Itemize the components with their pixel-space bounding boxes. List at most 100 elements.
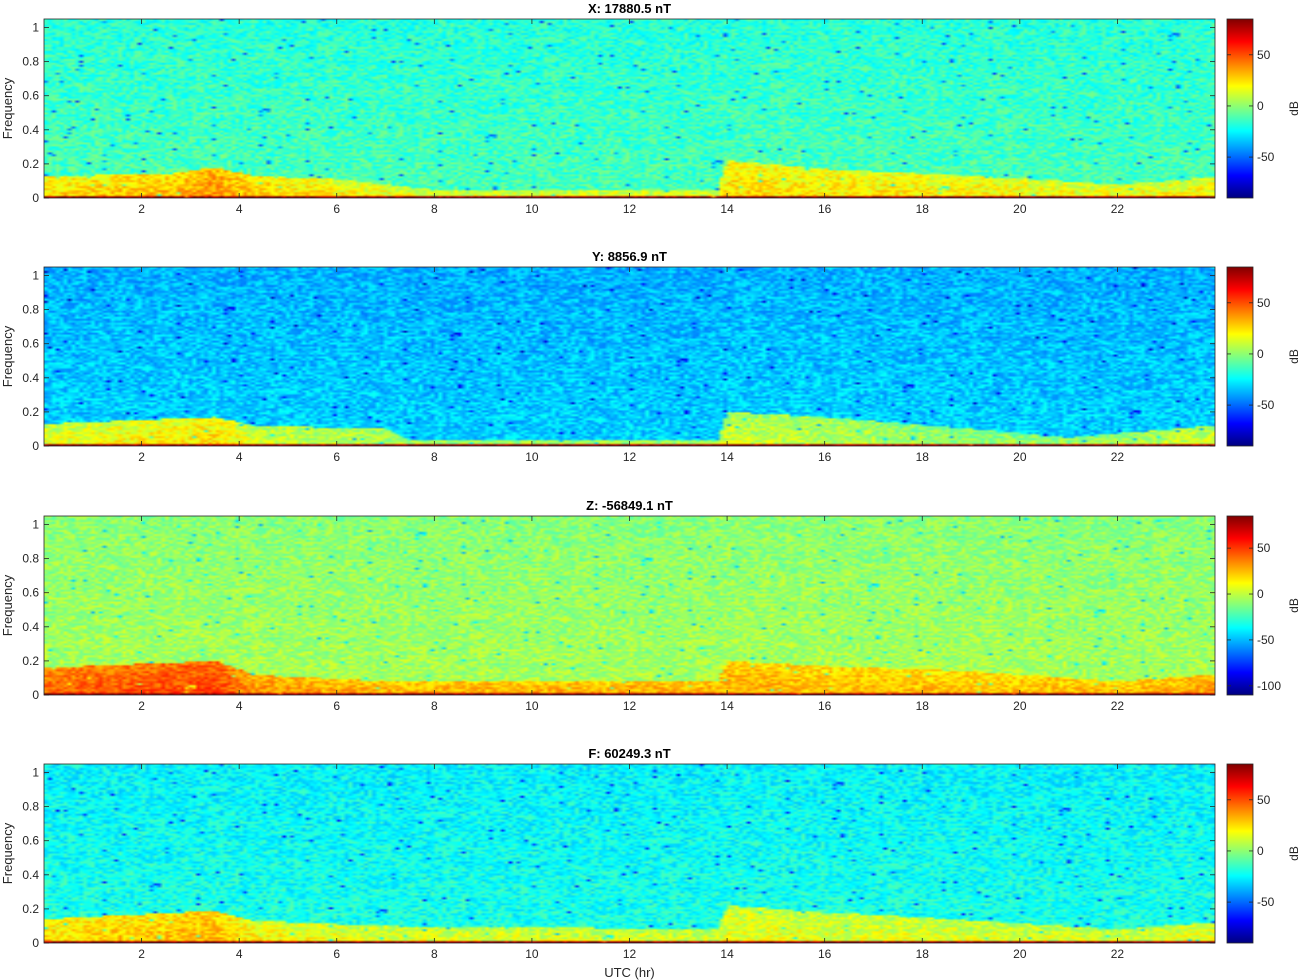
x-tick-label: 8 [431,202,438,216]
y-tick-label: 0.8 [22,800,39,814]
x-tick-label: 20 [1013,450,1027,464]
y-tick-label: 0.8 [22,303,39,317]
x-tick-label: 14 [720,450,734,464]
colorbar-tick-label: 0 [1257,844,1264,858]
x-tick-label: 10 [525,450,539,464]
y-tick-label: 0.6 [22,834,39,848]
x-tick-label: 22 [1111,450,1125,464]
x-tick-label: 12 [623,202,637,216]
colorbar-tick-label: -50 [1257,150,1275,164]
y-tick-label: 0 [32,936,39,950]
x-tick-label: 20 [1013,202,1027,216]
x-axis-label: UTC (hr) [604,965,655,980]
x-tick-label: 16 [818,699,832,713]
spectrogram-panel-2: 2 4 6 8 10 12 14 16 18 20 22 0 0.2 0.4 0.6 0.8 1 Z: -5684… [0,498,1301,713]
y-tick-label: 0.2 [22,654,39,668]
colorbar [1226,515,1254,696]
y-axis-label: Frequency [0,77,15,139]
colorbar [1226,18,1254,199]
colorbar-label: dB [1287,846,1301,861]
colorbar-tick-label: 0 [1257,99,1264,113]
colorbar-tick-label: 50 [1257,541,1271,555]
y-tick-label: 0.6 [22,586,39,600]
x-tick-label: 20 [1013,699,1027,713]
x-tick-label: 6 [333,450,340,464]
y-tick-label: 1 [32,269,39,283]
x-tick-label: 18 [916,699,930,713]
x-tick-label: 12 [623,947,637,961]
colorbar-label: dB [1287,349,1301,364]
x-tick-label: 12 [623,699,637,713]
x-tick-label: 2 [138,202,145,216]
colorbar [1226,266,1254,447]
panel-title: X: 17880.5 nT [588,1,671,16]
spectrogram-panel-3: 2 4 6 8 10 12 14 16 18 20 22 0 0.2 0.4 0.6 0.8 1 F: 60249… [0,746,1301,980]
x-tick-label: 6 [333,202,340,216]
x-tick-label: 22 [1111,699,1125,713]
x-tick-label: 10 [525,699,539,713]
x-tick-label: 2 [138,699,145,713]
x-tick-label: 14 [720,699,734,713]
x-tick-label: 22 [1111,947,1125,961]
y-axis-label: Frequency [0,325,15,387]
x-tick-label: 8 [431,947,438,961]
x-tick-label: 22 [1111,202,1125,216]
x-tick-label: 16 [818,450,832,464]
y-axis-label: Frequency [0,574,15,636]
colorbar-label: dB [1287,598,1301,613]
y-tick-label: 0.4 [22,123,39,137]
x-tick-label: 14 [720,202,734,216]
y-tick-label: 0.8 [22,552,39,566]
y-tick-label: 0.2 [22,902,39,916]
x-tick-label: 16 [818,947,832,961]
y-tick-label: 0.2 [22,157,39,171]
x-tick-label: 10 [525,202,539,216]
spectrogram-panel-0: 2 4 6 8 10 12 14 16 18 20 22 0 0.2 0.4 0.6 0.8 1 X: 17880… [0,1,1301,216]
colorbar-tick-label: -50 [1257,633,1275,647]
colorbar-tick-label: 50 [1257,296,1271,310]
colorbar-label: dB [1287,101,1301,116]
colorbar-tick-label: -100 [1257,679,1281,693]
spectrogram-image [44,516,1215,695]
y-tick-label: 0.4 [22,371,39,385]
x-tick-label: 20 [1013,947,1027,961]
colorbar-tick-label: 50 [1257,48,1271,62]
colorbar-tick-label: 0 [1257,347,1264,361]
y-tick-label: 1 [32,518,39,532]
spectrogram-panel-1: 2 4 6 8 10 12 14 16 18 20 22 0 0.2 0.4 0.6 0.8 1 Y: 8856.… [0,249,1301,464]
y-tick-label: 0 [32,688,39,702]
x-tick-label: 8 [431,699,438,713]
colorbar-tick-label: 0 [1257,587,1264,601]
y-tick-label: 1 [32,766,39,780]
x-tick-label: 4 [236,947,243,961]
panel-title: Y: 8856.9 nT [592,249,667,264]
x-tick-label: 6 [333,699,340,713]
colorbar-tick-label: 50 [1257,793,1271,807]
x-tick-label: 18 [916,450,930,464]
y-tick-label: 0.4 [22,620,39,634]
y-tick-label: 0 [32,191,39,205]
y-tick-label: 1 [32,21,39,35]
panel-title: F: 60249.3 nT [588,746,670,761]
y-tick-label: 0.4 [22,868,39,882]
x-tick-label: 4 [236,202,243,216]
spectrogram-image [44,764,1215,943]
spectrogram-image [44,267,1215,446]
x-tick-label: 8 [431,450,438,464]
x-tick-label: 2 [138,947,145,961]
x-tick-label: 14 [720,947,734,961]
colorbar-tick-label: -50 [1257,895,1275,909]
panel-title: Z: -56849.1 nT [586,498,673,513]
spectrogram-image [44,19,1215,198]
x-tick-label: 18 [916,947,930,961]
x-tick-label: 2 [138,450,145,464]
x-tick-label: 4 [236,450,243,464]
colorbar [1226,763,1254,944]
x-tick-label: 16 [818,202,832,216]
y-tick-label: 0 [32,439,39,453]
x-tick-label: 6 [333,947,340,961]
colorbar-tick-label: -50 [1257,398,1275,412]
y-tick-label: 0.6 [22,89,39,103]
y-tick-label: 0.8 [22,55,39,69]
